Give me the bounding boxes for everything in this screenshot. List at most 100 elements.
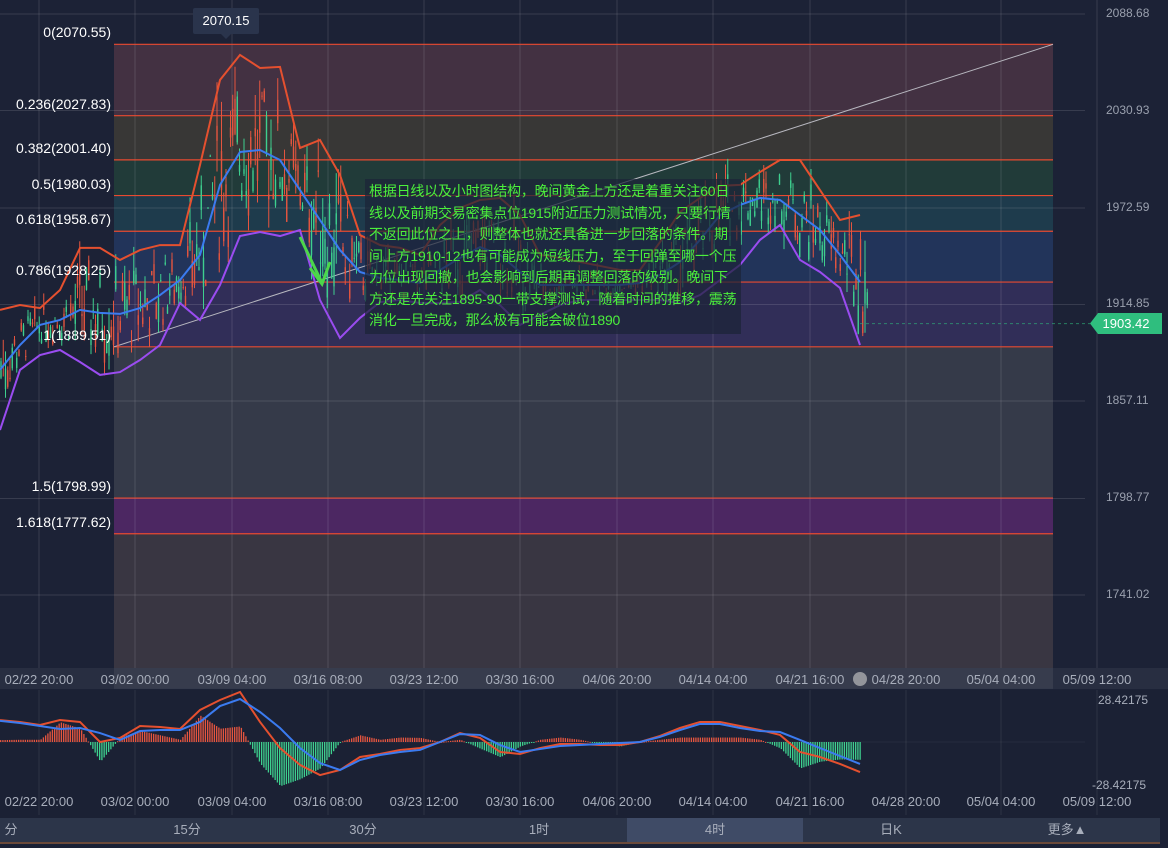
candle-body xyxy=(90,329,92,345)
macd-histogram-bar xyxy=(20,739,22,742)
candle-body xyxy=(265,115,268,154)
macd-histogram-bar xyxy=(283,742,285,785)
candle-body xyxy=(135,274,137,284)
candle-body xyxy=(101,328,103,342)
macd-histogram-bar xyxy=(540,739,542,742)
macd-histogram-bar xyxy=(504,742,506,756)
macd-histogram-bar xyxy=(771,742,774,745)
candle-body xyxy=(292,146,295,168)
macd-histogram-bar xyxy=(249,742,252,745)
macd-histogram-bar xyxy=(168,737,171,742)
candle-body xyxy=(758,179,760,188)
macd-histogram-bar xyxy=(135,732,137,742)
candle-body xyxy=(94,323,97,347)
macd-histogram-bar xyxy=(823,742,825,762)
candle-body xyxy=(11,347,13,369)
macd-histogram-bar xyxy=(454,740,456,742)
candle-body xyxy=(139,303,142,306)
candle-body xyxy=(254,128,256,137)
candle-body xyxy=(178,286,180,299)
macd-histogram-bar xyxy=(474,742,477,747)
macd-histogram-bar xyxy=(670,738,672,742)
tab-daily[interactable]: 日K xyxy=(880,822,902,837)
candle-body xyxy=(61,332,63,341)
macd-histogram-bar xyxy=(263,742,265,768)
macd-time-axis-label: 03/30 16:00 xyxy=(485,794,555,809)
analysis-note: 根据日线以及小时图结构，晚间黄金上方还是着重关注60日线以及前期交易密集点位19… xyxy=(365,179,741,334)
candle-body xyxy=(810,184,812,201)
macd-time-axis-label: 04/06 20:00 xyxy=(582,794,652,809)
candle-body xyxy=(769,215,772,224)
macd-histogram-bar xyxy=(402,737,405,742)
macd-histogram-bar xyxy=(459,739,461,742)
candle-body xyxy=(22,325,25,336)
macd-histogram-bar xyxy=(580,739,582,742)
macd-histogram-bar xyxy=(272,742,274,778)
candle-body xyxy=(157,298,160,323)
candle-body xyxy=(245,190,247,196)
macd-histogram-bar xyxy=(837,742,839,760)
macd-histogram-bar xyxy=(225,728,227,742)
candle-body xyxy=(837,240,839,248)
candle-body xyxy=(740,221,742,235)
macd-histogram-bar xyxy=(792,742,794,761)
macd-histogram-bar xyxy=(299,742,301,780)
macd-histogram-bar xyxy=(155,734,157,742)
fib-level-label: 0.618(1958.67) xyxy=(16,211,111,228)
macd-histogram-bar xyxy=(202,717,204,742)
candle-body xyxy=(772,201,774,203)
tab-1h[interactable]: 1时 xyxy=(528,822,550,837)
candle-body xyxy=(859,239,862,270)
macd-histogram-bar xyxy=(789,742,792,759)
fib-level-label: 0.236(2027.83) xyxy=(16,95,111,112)
macd-histogram-bar xyxy=(216,726,218,742)
candle-body xyxy=(34,307,36,320)
candle-body xyxy=(103,339,106,363)
macd-histogram-bar xyxy=(76,727,78,742)
candle-body xyxy=(821,245,823,261)
time-axis-label: 03/02 00:00 xyxy=(100,672,170,687)
macd-histogram-bar xyxy=(571,738,573,742)
candle-body xyxy=(745,191,747,194)
candle-body xyxy=(308,217,310,243)
candle-body xyxy=(171,259,173,272)
macd-histogram-bar xyxy=(769,742,771,744)
macd-histogram-bar xyxy=(346,739,348,742)
macd-histogram-bar xyxy=(526,742,528,745)
fib-level-label: 1.5(1798.99) xyxy=(31,478,111,495)
candle-body xyxy=(844,240,846,255)
macd-histogram-bar xyxy=(141,731,144,742)
macd-histogram-bar xyxy=(407,737,409,742)
macd-histogram-bar xyxy=(749,738,751,742)
tab-30min[interactable]: 30分 xyxy=(349,822,377,837)
macd-histogram-bar xyxy=(67,724,69,742)
candle-body xyxy=(749,209,751,226)
macd-histogram-bar xyxy=(659,739,661,742)
candle-body xyxy=(151,270,153,276)
macd-histogram-bar xyxy=(524,742,526,746)
macd-histogram-bar xyxy=(834,742,837,761)
candle-body xyxy=(817,205,819,218)
macd-histogram-bar xyxy=(319,742,321,769)
macd-histogram-bar xyxy=(821,742,823,762)
tab-more[interactable]: 更多▲ xyxy=(1047,822,1087,837)
candle-body xyxy=(765,183,767,189)
macd-histogram-bar xyxy=(220,728,222,742)
macd-histogram-bar xyxy=(780,742,783,750)
candle-body xyxy=(319,262,322,264)
macd-histogram-bar xyxy=(677,737,679,742)
macd-histogram-bar xyxy=(699,737,702,742)
macd-histogram-bar xyxy=(108,742,110,753)
tab-15min[interactable]: 15分 xyxy=(173,822,201,837)
candle-body xyxy=(70,303,72,314)
down-arrow-icon xyxy=(298,236,332,288)
macd-histogram-bar xyxy=(812,742,814,765)
macd-histogram-bar xyxy=(40,739,42,742)
tab-1min[interactable]: 分 xyxy=(4,822,18,837)
candle-body xyxy=(234,98,236,134)
macd-histogram-bar xyxy=(184,734,186,742)
macd-histogram-bar xyxy=(234,727,236,742)
tab-4h[interactable]: 4时 xyxy=(627,818,803,842)
macd-histogram-bar xyxy=(672,738,675,742)
